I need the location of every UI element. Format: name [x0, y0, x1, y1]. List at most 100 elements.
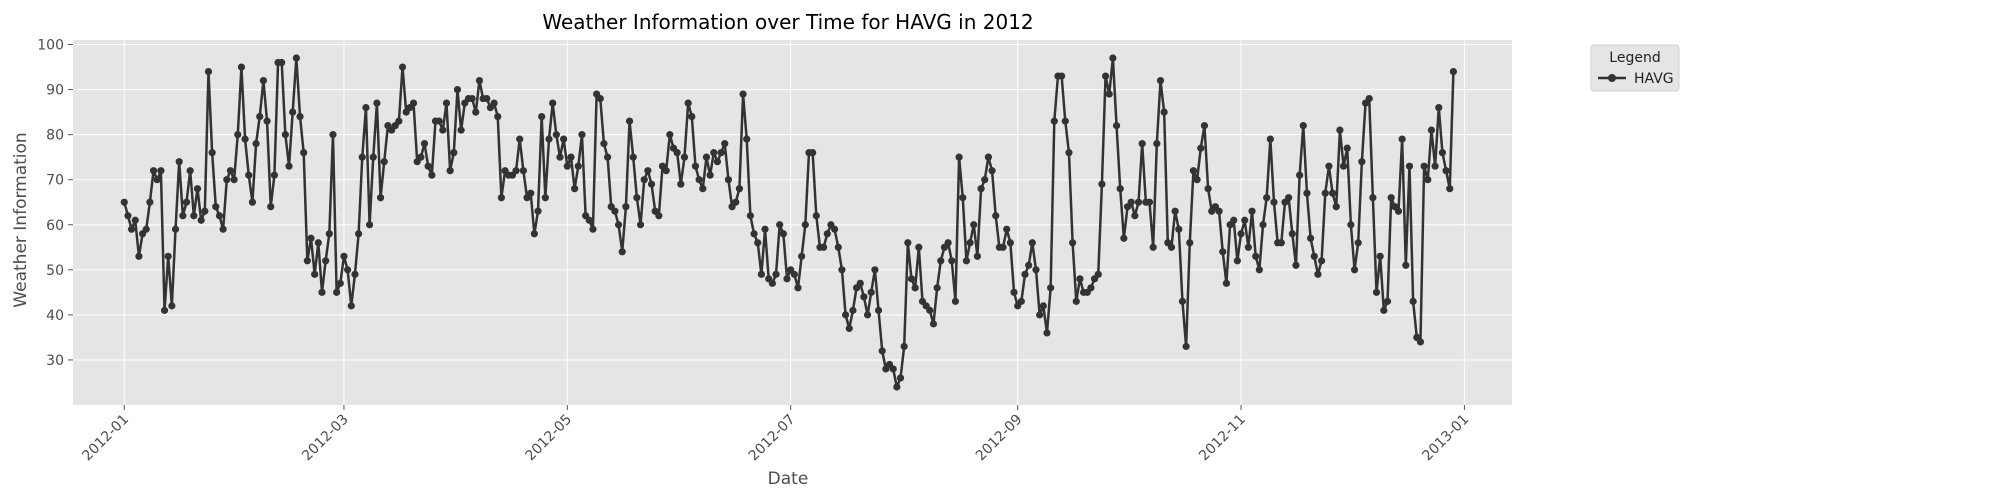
data-point: [289, 108, 297, 116]
data-point: [863, 311, 872, 319]
data-point: [893, 383, 901, 391]
data-point: [1065, 149, 1073, 157]
data-point: [409, 99, 418, 107]
data-point: [325, 230, 333, 238]
data-point: [783, 275, 791, 283]
data-point: [1380, 306, 1388, 314]
data-point: [131, 216, 139, 224]
data-point: [1109, 54, 1117, 62]
data-point: [168, 302, 176, 310]
data-point: [955, 153, 963, 161]
data-point: [1449, 67, 1458, 76]
data-point: [937, 257, 945, 265]
data-point: [1248, 207, 1256, 215]
data-point: [1006, 239, 1014, 247]
data-point: [900, 342, 908, 351]
data-point: [977, 185, 985, 193]
data-point: [603, 153, 612, 161]
x-axis-label: Date: [768, 469, 809, 489]
y-tick-label: 90: [46, 83, 64, 99]
data-point: [973, 252, 982, 260]
data-point: [867, 288, 875, 296]
data-point: [798, 252, 806, 260]
data-point: [1028, 239, 1036, 247]
data-point: [237, 63, 246, 71]
data-point: [673, 149, 681, 157]
data-point: [124, 212, 132, 220]
data-point: [193, 185, 202, 193]
data-point: [333, 288, 341, 296]
data-point: [153, 176, 161, 184]
data-point: [245, 171, 253, 179]
data-point: [201, 207, 209, 215]
data-point: [1314, 270, 1322, 278]
data-point: [355, 230, 363, 238]
data-point: [717, 149, 725, 157]
data-point: [376, 194, 385, 202]
data-point: [1299, 122, 1307, 130]
data-point: [721, 140, 729, 148]
data-point: [1149, 243, 1157, 251]
data-point: [1197, 144, 1205, 152]
data-point: [948, 257, 956, 265]
data-point: [1318, 257, 1326, 265]
y-tick-label: 100: [37, 38, 64, 54]
data-point: [358, 153, 366, 161]
data-point: [1325, 162, 1333, 170]
data-point: [149, 167, 158, 175]
data-point: [179, 212, 187, 220]
data-point: [365, 221, 374, 229]
data-point: [1328, 189, 1337, 197]
data-point: [318, 288, 326, 296]
data-point: [1350, 266, 1359, 274]
data-point: [984, 153, 992, 161]
data-point: [1241, 216, 1249, 224]
data-point: [1365, 94, 1373, 103]
data-point: [849, 306, 857, 314]
data-point: [944, 239, 952, 247]
data-point: [1402, 261, 1410, 269]
data-point: [812, 212, 820, 220]
data-point: [512, 167, 520, 175]
data-point: [684, 99, 692, 107]
y-axis-ticks: 30 40 50 60 70 80 90 100: [37, 38, 73, 369]
data-point: [1285, 194, 1293, 202]
data-point: [1266, 135, 1274, 143]
data-point: [490, 99, 498, 107]
data-point: [1127, 198, 1135, 206]
data-point: [1021, 270, 1029, 278]
data-point: [578, 131, 586, 139]
data-point: [1383, 297, 1392, 305]
data-point: [519, 167, 527, 175]
data-point: [614, 221, 623, 229]
data-point: [929, 320, 938, 328]
data-point: [874, 306, 883, 314]
data-point: [157, 167, 165, 175]
y-tick-label: 30: [46, 353, 64, 369]
data-point: [369, 153, 377, 161]
data-point: [292, 54, 300, 62]
data-point: [1310, 252, 1318, 260]
x-tick-label: 2012-05: [522, 412, 575, 465]
data-point: [1219, 248, 1227, 256]
data-point: [926, 306, 934, 314]
grid-lines: [73, 40, 1512, 405]
data-point: [483, 94, 491, 103]
x-tick-label: 2012-07: [746, 412, 799, 465]
data-point: [772, 270, 780, 278]
data-point: [230, 176, 238, 184]
data-point: [1376, 252, 1384, 260]
data-point: [662, 167, 670, 175]
data-point: [633, 194, 641, 202]
data-point: [571, 185, 579, 193]
data-point: [373, 99, 381, 107]
data-point: [904, 239, 912, 247]
data-point: [823, 230, 831, 238]
data-point: [311, 270, 319, 278]
data-point: [1303, 189, 1311, 197]
data-point: [629, 153, 637, 161]
y-axis-label: Weather Information: [11, 132, 31, 307]
data-point: [896, 374, 905, 382]
data-point: [574, 162, 582, 170]
